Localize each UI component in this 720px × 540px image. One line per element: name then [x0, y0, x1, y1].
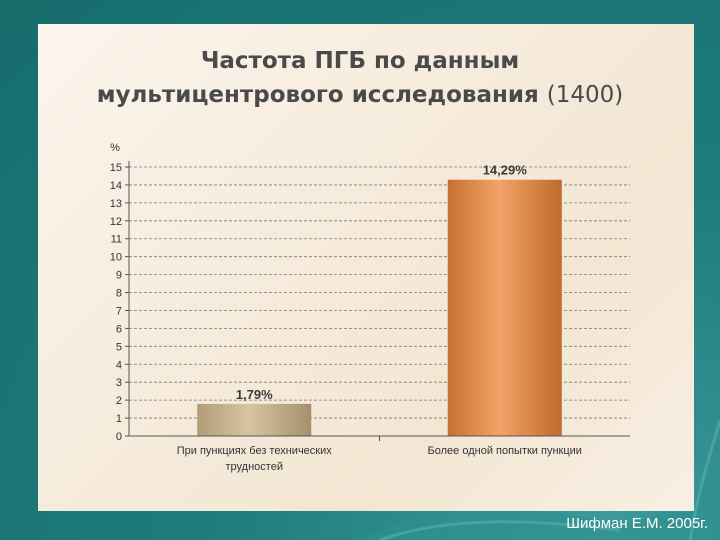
y-tick-label: 5	[116, 341, 122, 353]
y-tick-label: 4	[116, 359, 122, 371]
x-category-label: При пункциях без технических	[177, 445, 332, 457]
title-line-1: Частота ПГБ по данным	[200, 48, 520, 74]
y-tick-label: 13	[110, 198, 122, 210]
data-label: 14,29%	[483, 163, 528, 178]
bar	[447, 179, 562, 436]
y-axis-label: %	[110, 142, 120, 154]
y-tick-label: 2	[116, 395, 122, 407]
title-sample-size: (1400)	[546, 82, 624, 108]
slide-title: Частота ПГБ по данным мультицентрового и…	[0, 44, 720, 112]
y-tick-label: 9	[116, 270, 122, 282]
title-line-2: мультицентрового исследования (1400)	[0, 78, 720, 112]
y-tick-label: 14	[110, 180, 122, 192]
y-tick-label: 11	[111, 234, 122, 246]
y-tick-label: 0	[116, 431, 122, 443]
y-tick-label: 1	[116, 413, 122, 425]
x-category-label: Более одной попытки пункции	[428, 445, 582, 457]
title-line-2-text: мультицентрового исследования	[96, 82, 539, 108]
slide-panel	[38, 24, 694, 511]
y-tick-label: 6	[116, 323, 122, 335]
bar	[197, 403, 312, 436]
y-tick-label: 12	[110, 216, 122, 228]
y-tick-label: 7	[116, 305, 122, 317]
y-tick-label: 10	[110, 252, 122, 264]
y-tick-label: 8	[116, 288, 122, 300]
y-tick-label: 15	[110, 162, 122, 174]
x-category-label: трудностей	[226, 461, 283, 473]
y-tick-label: 3	[116, 377, 122, 389]
author-footer: Шифман Е.М. 2005г.	[566, 515, 708, 532]
data-label: 1,79%	[236, 387, 273, 402]
